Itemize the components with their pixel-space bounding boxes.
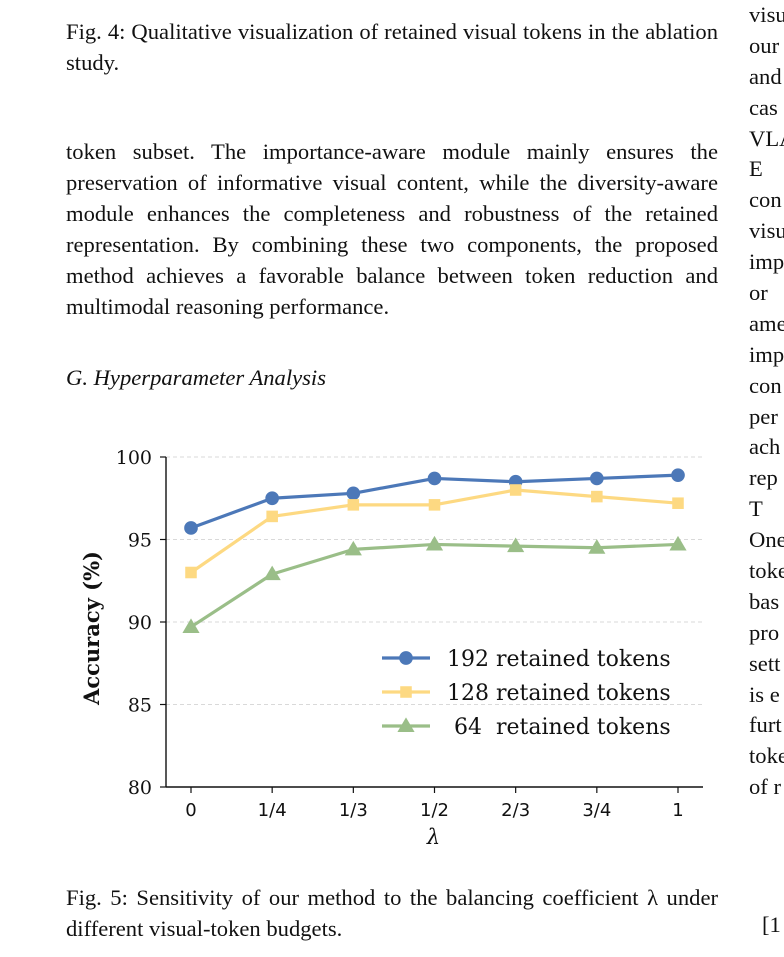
right-column-line: or [749, 280, 768, 306]
data-point [263, 565, 281, 581]
right-column-line: toke [749, 558, 784, 584]
right-column-line: One [749, 527, 784, 553]
data-point [265, 491, 279, 506]
data-point [588, 539, 606, 554]
reference-fragment: [1 [762, 912, 781, 937]
right-column-line: our [749, 32, 780, 58]
body-paragraph: token subset. The importance-aware modul… [66, 139, 718, 319]
right-column-line: visu [749, 2, 784, 27]
data-point [507, 537, 525, 553]
data-point [590, 471, 604, 486]
y-tick-label: 85 [128, 695, 152, 717]
legend-entry: 128 retained tokens [447, 681, 671, 706]
y-tick-label: 95 [128, 530, 152, 552]
right-column-line: per [749, 403, 778, 429]
section-heading: G. Hyperparameter Analysis [66, 365, 327, 390]
x-tick-label: 3/4 [582, 800, 611, 821]
legend-entry: 192 retained tokens [447, 647, 671, 672]
x-tick-label: 0 [185, 800, 196, 821]
right-column-line: furt [749, 712, 782, 738]
right-column-line: ach [749, 434, 781, 460]
series-line-2 [190, 542, 679, 629]
y-tick-label: 80 [128, 777, 152, 799]
right-column-line: bas [749, 588, 780, 614]
right-column-line: sett [749, 650, 781, 676]
right-column-line: ame [749, 310, 784, 336]
data-point [427, 471, 442, 486]
right-column-line: VLA [749, 125, 784, 151]
right-column-line: T [749, 496, 763, 522]
data-point [185, 566, 197, 579]
y-tick-label: 100 [116, 447, 152, 469]
data-point [182, 618, 200, 633]
legend-marker [399, 651, 413, 665]
x-tick-label: 1 [672, 800, 683, 821]
x-tick-label: 1/4 [258, 800, 287, 821]
right-column-line: visu [749, 218, 784, 244]
right-column-line: con [749, 372, 782, 398]
x-tick-label: 1/3 [339, 800, 368, 821]
right-column-line: toke [749, 743, 784, 769]
data-point [669, 535, 687, 551]
data-point [591, 490, 603, 503]
right-column-line: imp [749, 341, 784, 367]
data-point [425, 535, 444, 551]
right-column-line: imp [749, 249, 784, 275]
hyperparameter-chart: 80 85 90 95 100 0 1/4 1/3 1/2 2/3 3/4 1 λ Accuracy (%… [79, 447, 703, 849]
figure-5-caption: Fig. 5: Sensitivity of our method to the… [66, 885, 718, 941]
right-column-line: and [749, 63, 782, 89]
x-tick-label: 1/2 [420, 800, 449, 821]
legend-marker [397, 717, 415, 733]
right-column-line: is e [749, 681, 780, 707]
data-point [509, 484, 522, 496]
legend-entry: 64 retained tokens [447, 715, 671, 740]
y-axis-label: Accuracy (%) [79, 551, 104, 706]
data-point [428, 499, 441, 511]
data-point [344, 540, 362, 556]
right-column-line: pro [749, 619, 780, 645]
right-column-line: of r [749, 774, 781, 800]
right-column-line: con [749, 187, 782, 213]
right-column-line: cas [749, 94, 778, 120]
x-tick-label: 2/3 [501, 800, 530, 821]
y-tick-label: 90 [128, 612, 152, 634]
right-column-line: E [749, 156, 763, 182]
data-point [184, 521, 198, 535]
figure-4-caption: Fig. 4: Qualitative visualization of ret… [66, 19, 718, 75]
data-point [671, 468, 685, 482]
data-point [266, 510, 278, 523]
right-column-line: rep [749, 465, 778, 491]
data-point [672, 497, 684, 509]
data-point [347, 499, 360, 511]
data-point [346, 486, 361, 501]
x-axis-label: λ [426, 825, 440, 849]
legend-marker [400, 686, 412, 698]
